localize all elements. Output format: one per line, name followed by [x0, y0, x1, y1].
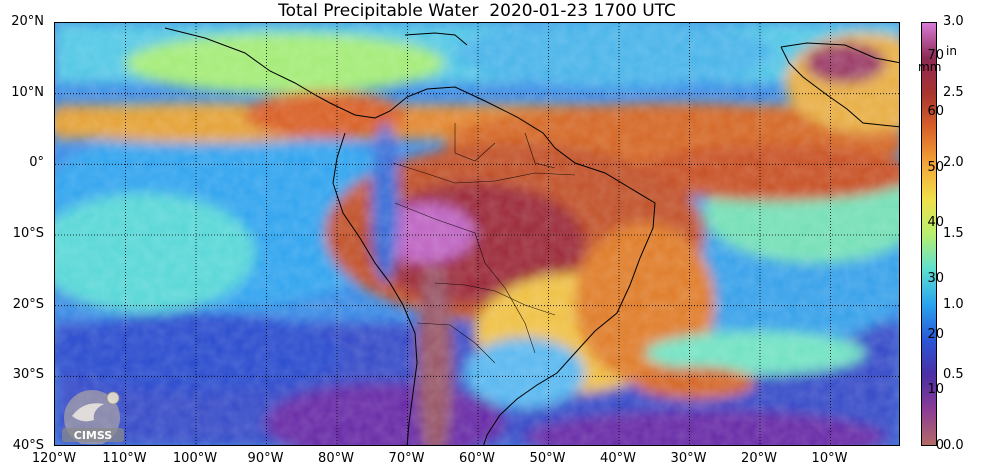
lon-label: 50°W: [529, 451, 566, 466]
colorbar-in-tick: 0.0: [943, 438, 964, 453]
lat-label: 40°S: [12, 438, 44, 453]
lon-label: 30°W: [670, 451, 707, 466]
lon-label: 80°W: [318, 451, 354, 466]
coastlines: [164, 27, 899, 445]
colorbar-mm-unit: mm: [918, 60, 942, 74]
colorbar-mm-tick: 20: [927, 326, 944, 342]
colorbar-in-tick: 1.0: [943, 296, 964, 312]
lon-label: 20°W: [741, 451, 777, 466]
lon-label: 110°W: [102, 451, 147, 466]
colorbar-in-tick: 1.5: [943, 226, 964, 241]
lon-label: 70°W: [388, 451, 425, 466]
cimss-logo-text: CIMSS: [74, 429, 113, 442]
colorbar-mm-tick: 0: [935, 438, 944, 453]
lon-label: 10°W: [811, 451, 848, 466]
colorbar-in-unit: in: [946, 44, 957, 58]
lat-label: 20°S: [12, 296, 44, 312]
colorbar-mm-tick: 50: [927, 159, 944, 175]
colorbar-in-tick: 3.0: [943, 14, 964, 29]
lat-lon-grid: [55, 23, 899, 445]
colorbar-mm-tick: 10: [927, 382, 944, 398]
lon-label: 90°W: [247, 451, 284, 466]
lon-label: 40°W: [600, 451, 636, 466]
lat-label: 10°S: [12, 226, 44, 241]
lat-label: 30°S: [12, 367, 44, 383]
cimss-logo: CIMSS: [58, 386, 128, 446]
tpw-field: [55, 23, 899, 445]
lat-label: 10°N: [11, 84, 44, 100]
colorbar-mm-tick: 60: [927, 104, 944, 120]
lon-label: 60°W: [459, 451, 495, 466]
colorbar-in-tick: 2.5: [943, 84, 964, 100]
colorbar-in-tick: 2.0: [943, 155, 964, 171]
map-title: Total Precipitable Water 2020-01-23 1700…: [278, 1, 676, 21]
colorbar-mm-tick: 70: [927, 48, 944, 64]
tpw-map: [54, 22, 900, 446]
lon-label: 100°W: [172, 451, 218, 466]
lat-label: 0°: [29, 155, 44, 171]
lon-label: 120°W: [31, 451, 77, 466]
colorbar: [921, 22, 937, 446]
lat-label: 20°N: [11, 14, 44, 29]
colorbar-mm-tick: 40: [927, 215, 944, 231]
borders: [392, 123, 576, 364]
colorbar-in-tick: 0.5: [943, 367, 964, 383]
colorbar-mm-tick: 30: [927, 271, 944, 287]
